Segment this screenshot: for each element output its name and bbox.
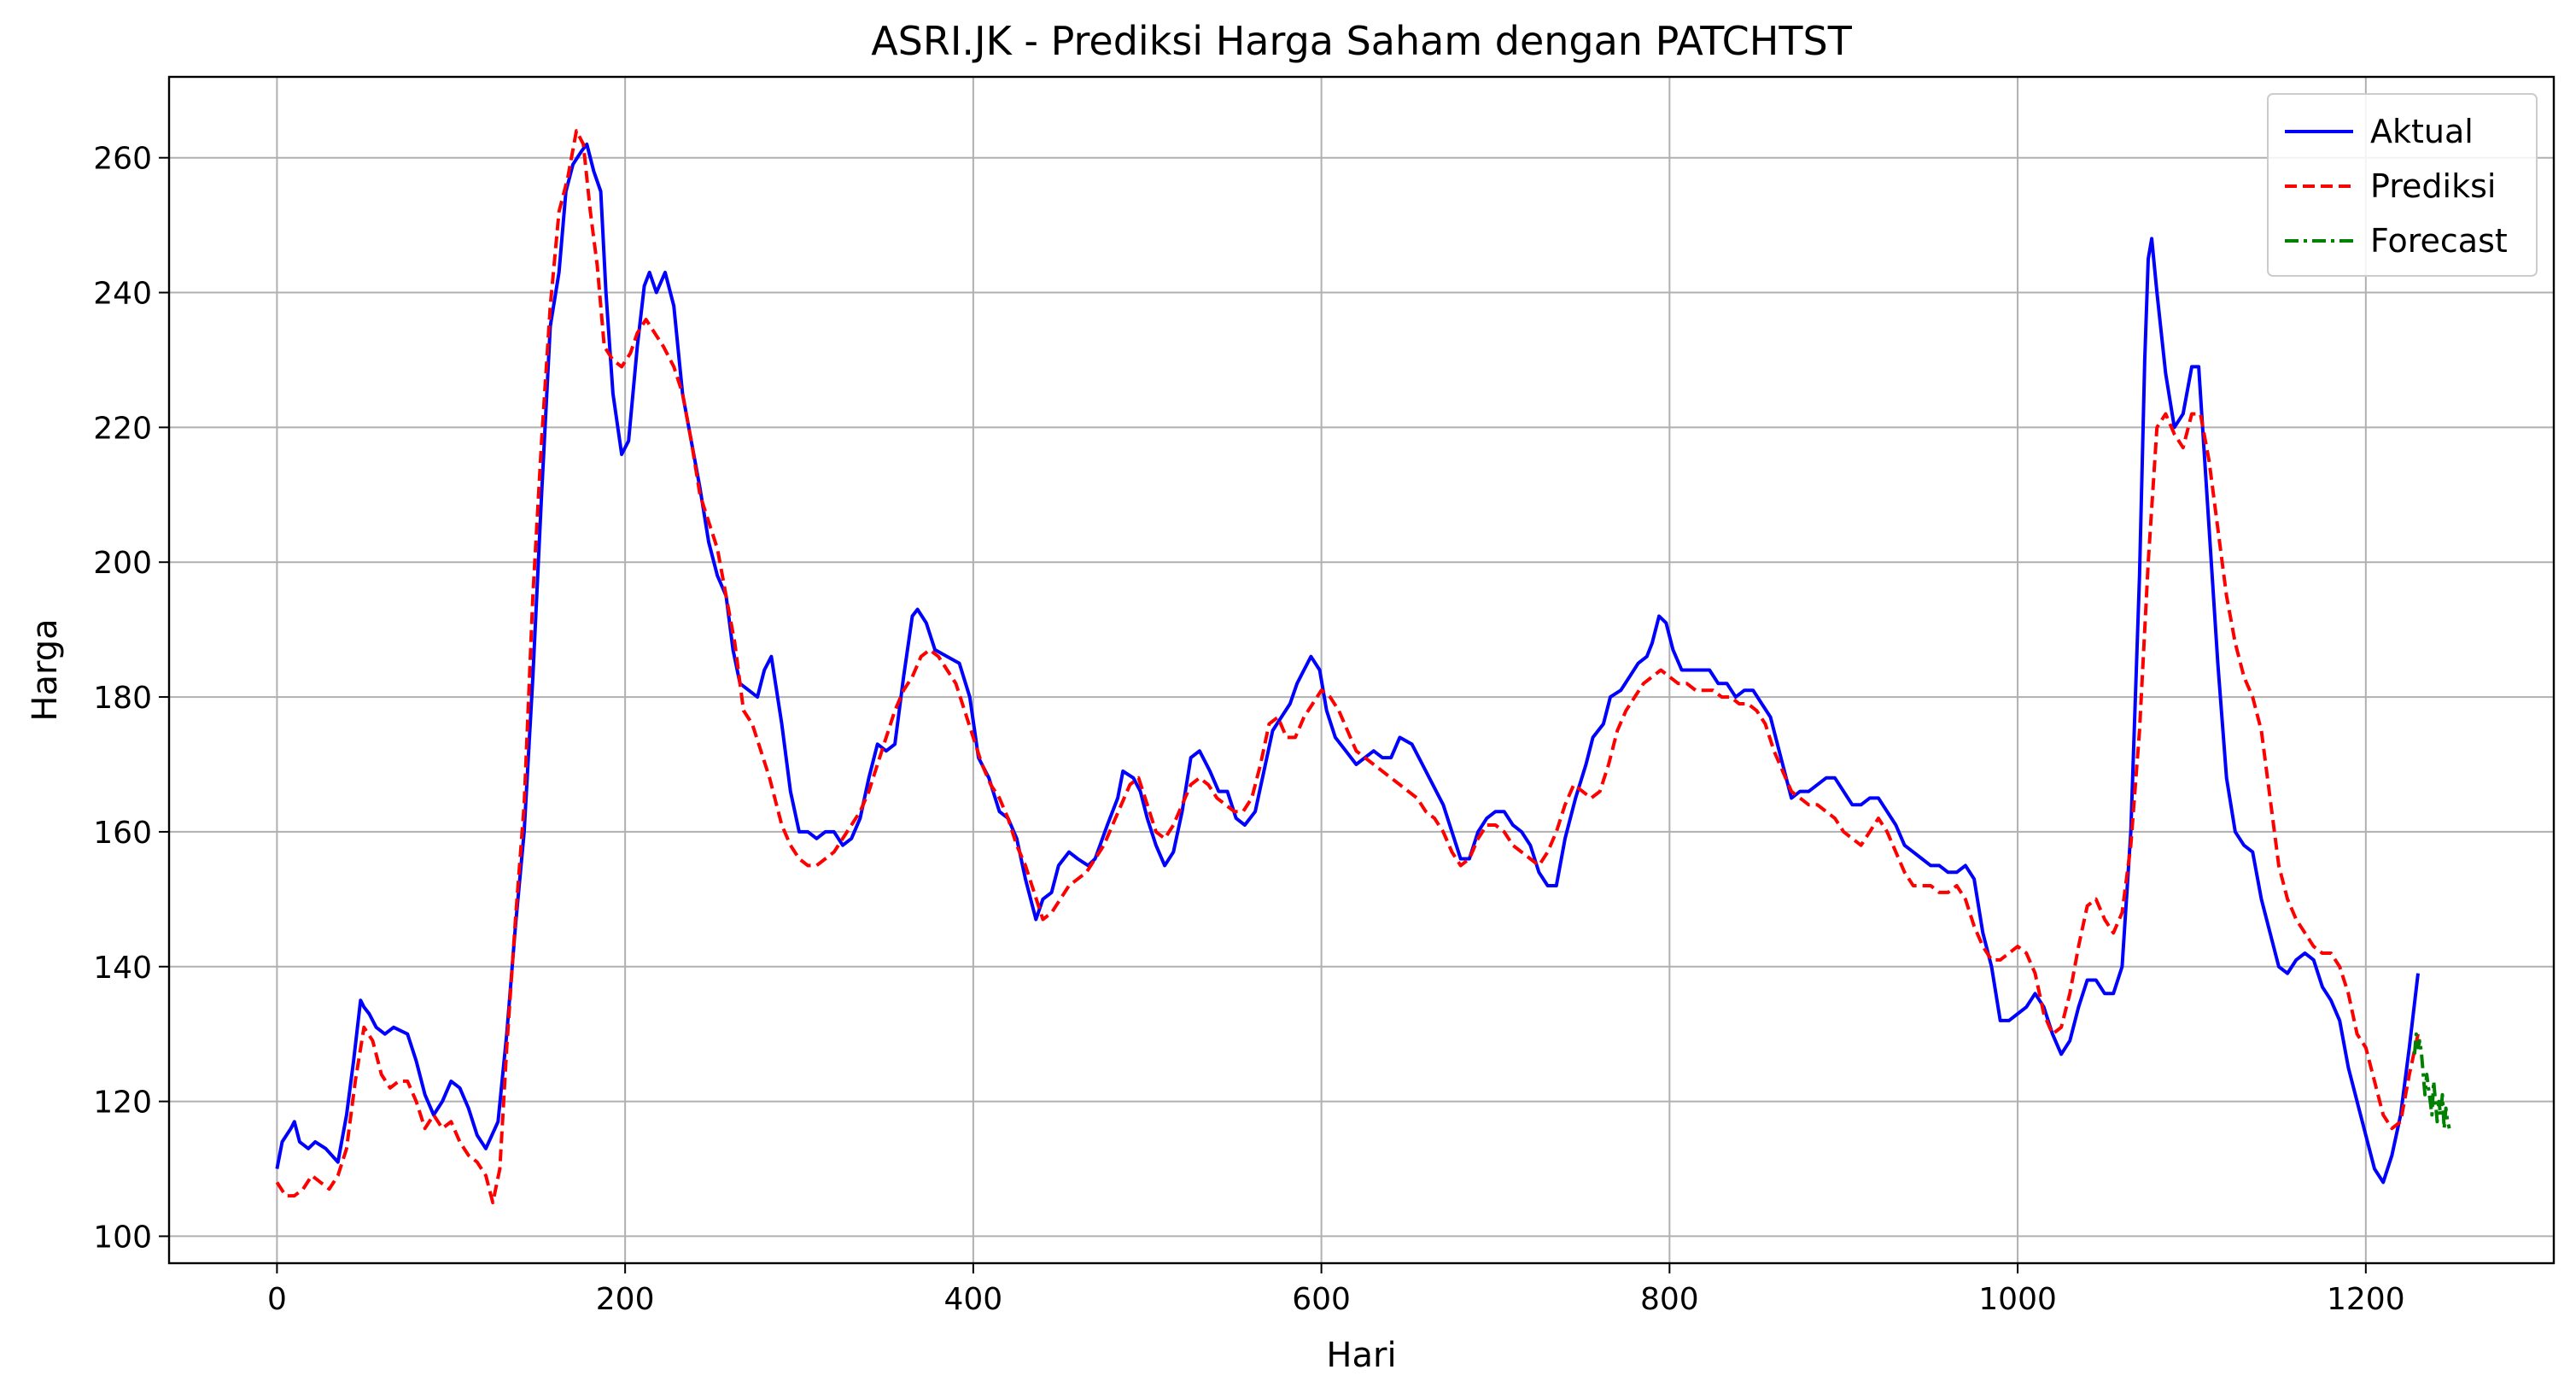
- series-line-prediksi: [275, 129, 2420, 1204]
- legend-label-prediksi: Prediksi: [2370, 167, 2496, 205]
- plot-series: [275, 129, 2451, 1204]
- legend-label-aktual: Aktual: [2370, 113, 2474, 150]
- legend: Aktual Prediksi Forecast: [2267, 93, 2538, 277]
- x-tick-label: 600: [1292, 1282, 1351, 1317]
- y-tick-label: 260: [93, 142, 152, 177]
- y-tick-label: 240: [93, 277, 152, 312]
- series-line-aktual: [275, 142, 2420, 1185]
- legend-label-forecast: Forecast: [2370, 222, 2508, 260]
- chart-title: ASRI.JK - Prediksi Harga Saham dengan PA…: [871, 18, 1852, 64]
- series-line-forecast: [2412, 1032, 2451, 1131]
- x-tick-label: 200: [596, 1282, 655, 1317]
- plot-area-frame: [167, 75, 2556, 1265]
- axis-ticks: 0 200 400 600 800 1000 1200 100 120 140 160 180 200 2…: [93, 142, 2404, 1317]
- y-tick-label: 120: [93, 1086, 152, 1121]
- y-tick-label: 140: [93, 951, 152, 986]
- y-tick-label: 220: [93, 411, 152, 446]
- y-tick-label: 180: [93, 681, 152, 716]
- y-axis-label: Harga: [26, 618, 65, 721]
- x-tick-label: 400: [944, 1282, 1003, 1317]
- y-tick-label: 100: [93, 1220, 152, 1255]
- y-tick-label: 200: [93, 546, 152, 581]
- x-axis-label: Hari: [1326, 1336, 1396, 1375]
- x-tick-label: 1000: [1978, 1282, 2057, 1317]
- x-tick-label: 1200: [2327, 1282, 2405, 1317]
- x-tick-label: 0: [267, 1282, 287, 1317]
- y-tick-label: 160: [93, 816, 152, 851]
- legend-box: [2267, 93, 2538, 277]
- x-tick-label: 800: [1640, 1282, 1699, 1317]
